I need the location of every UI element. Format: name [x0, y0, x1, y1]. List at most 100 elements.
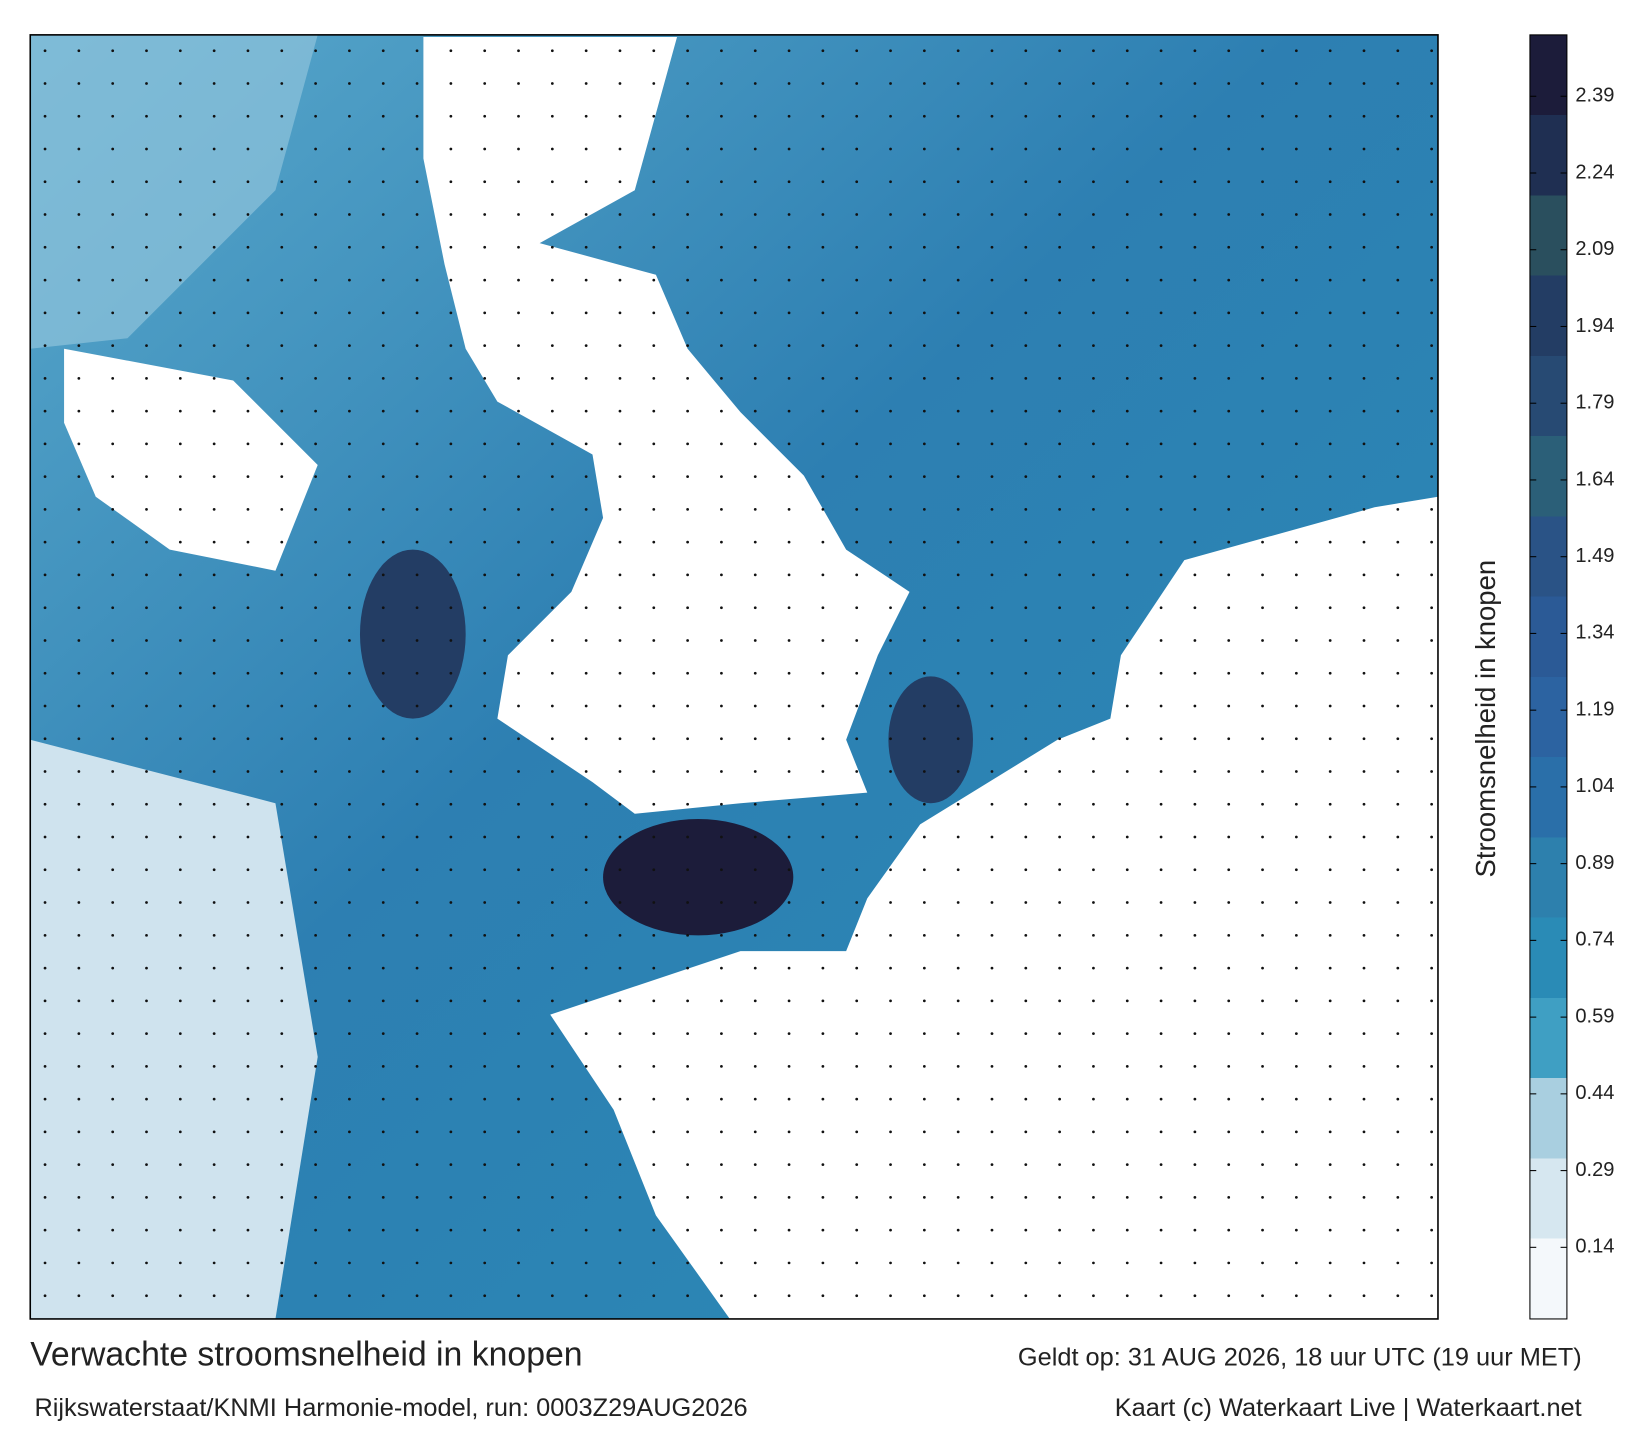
grid-dot	[246, 901, 250, 904]
grid-dot	[178, 671, 182, 675]
colorbar-tick-label: 2.09	[1575, 238, 1614, 260]
grid-dot	[1159, 49, 1163, 53]
grid-dot	[956, 1228, 960, 1232]
grid-dot	[889, 704, 892, 708]
grid-dot	[1430, 278, 1434, 282]
grid-dot	[855, 1294, 859, 1298]
grid-dot	[855, 147, 859, 151]
grid-dot	[652, 704, 656, 708]
grid-dot	[956, 901, 960, 904]
grid-dot	[922, 1163, 926, 1167]
grid-dot	[449, 1163, 453, 1167]
grid-dot	[280, 901, 284, 904]
grid-dot	[517, 1228, 520, 1232]
grid-dot	[584, 508, 588, 511]
grid-dot	[111, 180, 115, 184]
grid-dot	[212, 245, 216, 249]
grid-dot	[821, 1228, 825, 1232]
grid-dot	[1193, 933, 1197, 937]
grid-dot	[1294, 114, 1298, 118]
grid-dot	[1430, 901, 1434, 904]
grid-dot	[720, 49, 723, 53]
grid-dot	[415, 49, 419, 53]
grid-dot	[1227, 344, 1231, 347]
grid-dot	[1058, 835, 1061, 839]
grid-dot	[720, 508, 723, 511]
grid-dot	[1396, 1130, 1400, 1134]
grid-dot	[145, 311, 148, 315]
grid-dot	[1193, 442, 1197, 446]
grid-dot	[111, 442, 115, 446]
grid-dot	[348, 868, 351, 872]
grid-dot	[178, 82, 182, 85]
grid-dot	[43, 933, 47, 937]
grid-dot	[415, 278, 419, 282]
grid-dot	[922, 966, 926, 970]
grid-dot	[787, 901, 791, 904]
grid-dot	[1396, 835, 1400, 839]
grid-dot	[1362, 835, 1366, 839]
grid-dot	[517, 1097, 520, 1101]
grid-dot	[517, 704, 520, 708]
grid-dot	[145, 901, 148, 904]
grid-dot	[550, 245, 554, 249]
grid-dot	[145, 409, 148, 413]
grid-dot	[517, 245, 520, 249]
grid-dot	[753, 1196, 757, 1199]
grid-dot	[618, 1064, 622, 1068]
grid-dot	[618, 82, 622, 85]
grid-dot	[618, 508, 622, 511]
grid-dot	[889, 999, 892, 1003]
grid-dot	[381, 802, 385, 806]
grid-dot	[686, 114, 689, 118]
grid-dot	[178, 1261, 182, 1265]
grid-dot	[652, 114, 656, 118]
grid-dot	[348, 508, 351, 511]
grid-dot	[348, 966, 351, 970]
grid-dot	[77, 278, 81, 282]
grid-dot	[517, 540, 520, 544]
grid-dot	[246, 1196, 250, 1199]
grid-dot	[280, 966, 284, 970]
grid-dot	[145, 442, 148, 446]
grid-dot	[111, 606, 115, 610]
grid-dot	[652, 606, 656, 610]
grid-dot	[956, 1294, 960, 1298]
grid-dot	[821, 737, 825, 741]
grid-dot	[1024, 1228, 1028, 1232]
grid-dot	[550, 737, 554, 741]
grid-dot	[348, 1064, 351, 1068]
grid-dot	[1294, 1130, 1298, 1134]
grid-dot	[956, 868, 960, 872]
grid-dot	[381, 311, 385, 315]
grid-dot	[956, 475, 960, 479]
grid-dot	[1193, 508, 1197, 511]
grid-dot	[550, 1228, 554, 1232]
grid-dot	[1396, 508, 1400, 511]
grid-dot	[483, 442, 487, 446]
grid-dot	[1125, 770, 1129, 773]
grid-dot	[212, 508, 216, 511]
grid-dot	[1328, 770, 1332, 773]
grid-dot	[381, 639, 385, 642]
grid-dot	[618, 475, 622, 479]
grid-dot	[720, 933, 723, 937]
grid-dot	[415, 82, 419, 85]
grid-dot	[787, 704, 791, 708]
grid-dot	[178, 1097, 182, 1101]
grid-dot	[1362, 671, 1366, 675]
grid-dot	[381, 213, 385, 216]
grid-dot	[584, 901, 588, 904]
grid-dot	[1261, 606, 1264, 610]
grid-dot	[1125, 835, 1129, 839]
grid-dot	[111, 245, 115, 249]
grid-dot	[753, 606, 757, 610]
grid-dot	[145, 573, 148, 577]
grid-dot	[449, 344, 453, 347]
grid-dot	[1396, 802, 1400, 806]
grid-dot	[381, 147, 385, 151]
grid-dot	[652, 1163, 656, 1167]
grid-dot	[1058, 999, 1061, 1003]
grid-dot	[1058, 1064, 1061, 1068]
colorbar-ticks: 0.140.290.440.590.740.891.041.191.341.49…	[1529, 85, 1614, 1258]
